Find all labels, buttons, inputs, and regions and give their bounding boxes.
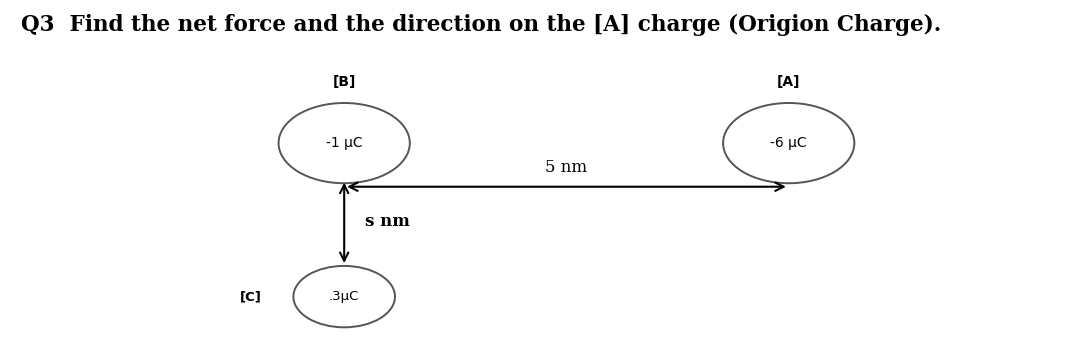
Text: [B]: [B]	[333, 75, 356, 89]
Text: .3μC: .3μC	[329, 290, 360, 303]
Text: Q3  Find the net force and the direction on the [A] charge (Origion Charge).: Q3 Find the net force and the direction …	[22, 14, 942, 36]
Text: [A]: [A]	[777, 75, 800, 89]
Text: 5 nm: 5 nm	[545, 159, 588, 176]
Text: s nm: s nm	[365, 213, 410, 230]
Text: [C]: [C]	[240, 290, 261, 303]
Ellipse shape	[294, 266, 395, 327]
Text: -6 μC: -6 μC	[770, 136, 807, 150]
Ellipse shape	[279, 103, 409, 183]
Ellipse shape	[724, 103, 854, 183]
Text: -1 μC: -1 μC	[326, 136, 363, 150]
